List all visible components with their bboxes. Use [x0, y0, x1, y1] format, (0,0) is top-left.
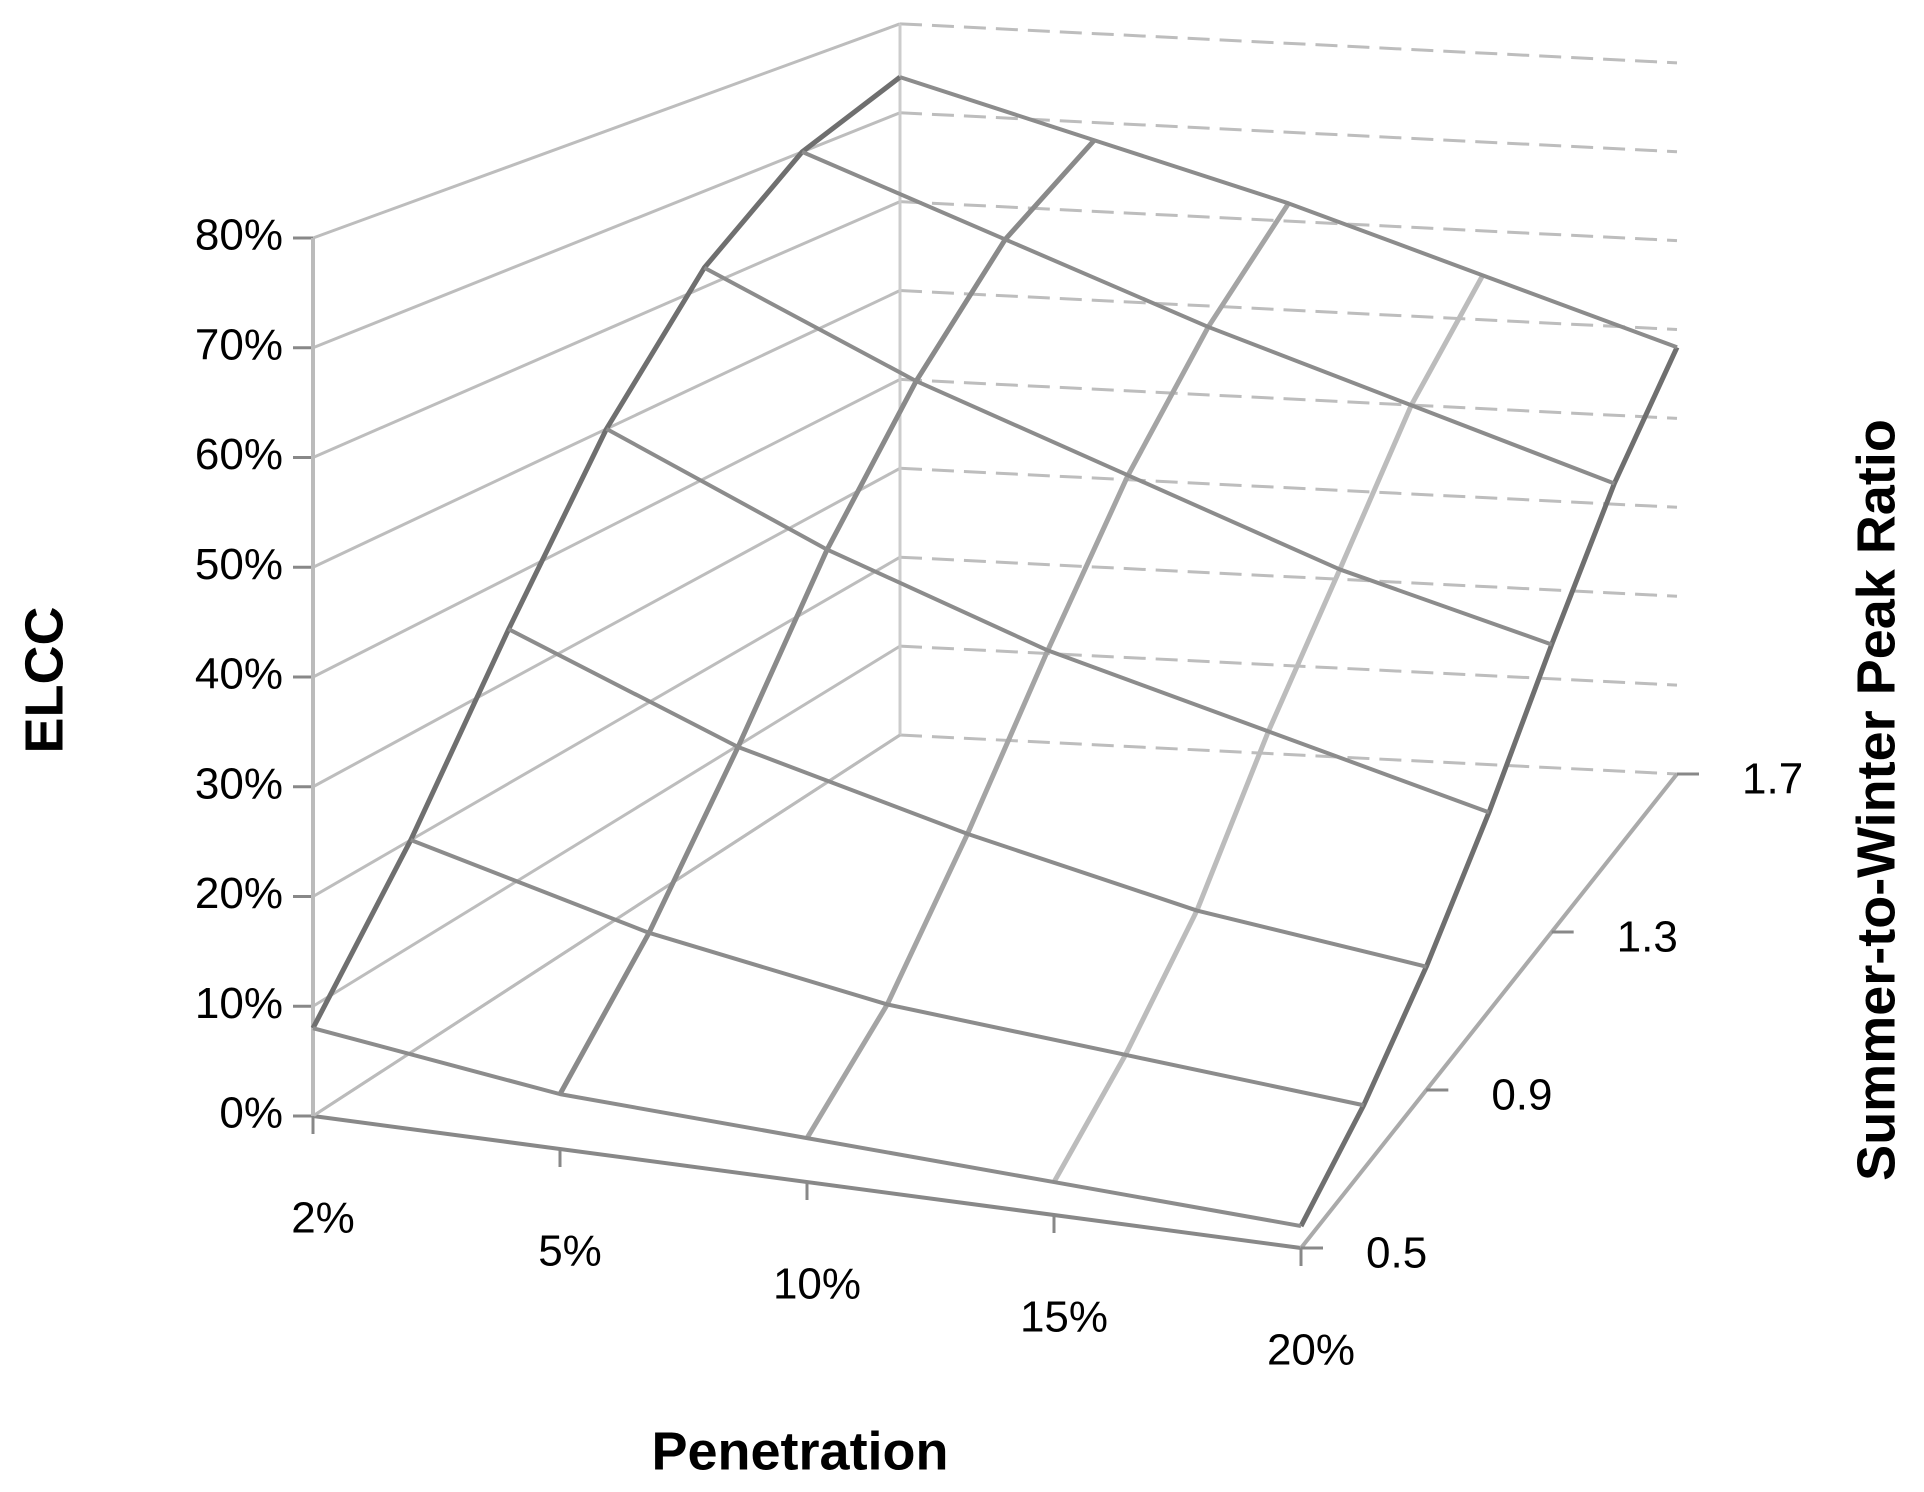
back-grid-line [899, 644, 1678, 687]
depth-tick-label: 1.7 [1742, 755, 1803, 804]
back-grid-line [899, 111, 1678, 154]
z-tick-label: 0% [219, 1089, 283, 1138]
z-tick-label: 70% [195, 320, 283, 369]
z-tick-label: 10% [195, 979, 283, 1028]
x-tick-label: 2% [291, 1194, 355, 1243]
depth-tick-label: 1.3 [1617, 913, 1678, 962]
side-grid-line [312, 555, 901, 898]
back-grid-line [899, 200, 1678, 243]
surface-column-line [804, 201, 1291, 1140]
z-tick-label: 50% [195, 540, 283, 589]
side-floor [312, 733, 901, 1118]
side-grid-line [312, 466, 901, 789]
side-grid-line [312, 22, 901, 240]
surface-column-line [557, 138, 1097, 1096]
depth-axis-title: Summer-to-Winter Peak Ratio [1846, 419, 1906, 1181]
z-tick-label: 30% [195, 759, 283, 808]
surface-column-line [1051, 274, 1485, 1184]
back-grid-line [899, 466, 1678, 509]
side-grid-line [312, 378, 901, 679]
surface-column-line [310, 75, 902, 1030]
depth-tick-label: 0.5 [1366, 1229, 1427, 1278]
surface-row-line [605, 427, 1490, 815]
z-tick-label: 80% [195, 211, 283, 260]
x-tick-label: 10% [773, 1260, 861, 1309]
back-grid-line [899, 733, 1678, 776]
surface-row-line [899, 75, 1678, 350]
z-tick-label: 40% [195, 650, 283, 699]
back-grid-line [899, 22, 1678, 65]
x-tick-label: 15% [1020, 1293, 1108, 1342]
surface-row-line [410, 838, 1365, 1108]
x-tick-label: 20% [1267, 1326, 1355, 1375]
surface-row-line [312, 1026, 1302, 1229]
x-axis-title: Penetration [651, 1421, 948, 1481]
z-axis-title: ELCC [14, 607, 74, 754]
surface-row-line [507, 627, 1427, 969]
depth-tick-label: 0.9 [1491, 1071, 1552, 1120]
surface-row-line [703, 265, 1553, 647]
back-grid-line [899, 289, 1678, 332]
side-grid-line [312, 644, 901, 1008]
x-tick-label: 5% [538, 1227, 602, 1276]
side-grid-line [312, 200, 901, 459]
back-grid-line [899, 555, 1678, 598]
surface-column-line [1298, 346, 1680, 1228]
back-grid-line [899, 377, 1678, 420]
depth-axis [1299, 772, 1679, 1250]
side-grid-line [312, 111, 901, 350]
z-tick-label: 60% [195, 430, 283, 479]
surface-row-line [801, 150, 1616, 486]
z-tick-label: 20% [195, 869, 283, 918]
